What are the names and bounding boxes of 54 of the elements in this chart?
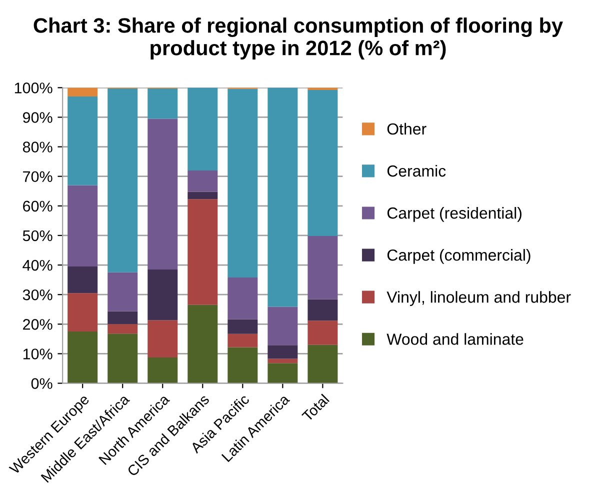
legend-label: Vinyl, linoleum and rubber [386,291,571,306]
bar [268,358,298,364]
bar [108,324,138,334]
bar [228,277,258,320]
bar [188,88,218,170]
bar [108,272,138,312]
bar [148,88,178,119]
bar [268,88,298,307]
legend-label: Other [387,122,426,135]
y-tick-label: 60% [23,200,52,212]
y-tick-label: 40% [22,260,52,271]
legend-label: Ceramic [387,164,446,177]
bar [268,345,298,359]
bar [268,363,298,384]
bar [108,88,138,272]
bar [228,334,258,348]
bar [68,332,98,384]
y-tick-label: 80% [22,142,52,152]
bar [228,319,258,334]
bar [108,311,138,324]
bar [308,236,338,300]
y-tick-label: 90% [22,112,52,123]
bar [68,293,98,332]
y-tick-label: 100% [14,82,52,94]
y-tick-label: 10% [23,348,52,360]
bar [308,90,338,236]
legend-label: Carpet (commercial) [387,249,530,264]
y-tick-label: 20% [23,319,52,330]
bar [308,344,338,384]
chart-title: Chart 3: Share of regional consumption of flooring by product type in 2012 (% of m²) [34,18,563,60]
bar [68,88,98,97]
bar [148,320,178,358]
bar [68,185,98,267]
bar [308,320,338,345]
bar [188,192,218,200]
bar [68,266,98,294]
bar [308,299,338,321]
y-tick-label: 50% [22,230,52,242]
bar [148,269,178,320]
bar [68,96,98,186]
y-tick-label: 0% [31,378,52,389]
bar [148,118,178,270]
y-tick-label: 70% [23,171,52,182]
bar [148,358,178,384]
bar [228,88,258,278]
bar [228,347,258,384]
bar [188,170,218,192]
legend-label: Wood and laminate [386,333,524,345]
bar [188,304,218,384]
bar [268,306,298,346]
bar [188,199,218,305]
legend-label: Carpet (residential) [387,207,522,222]
y-tick-label: 30% [22,289,52,300]
bar [108,334,138,384]
